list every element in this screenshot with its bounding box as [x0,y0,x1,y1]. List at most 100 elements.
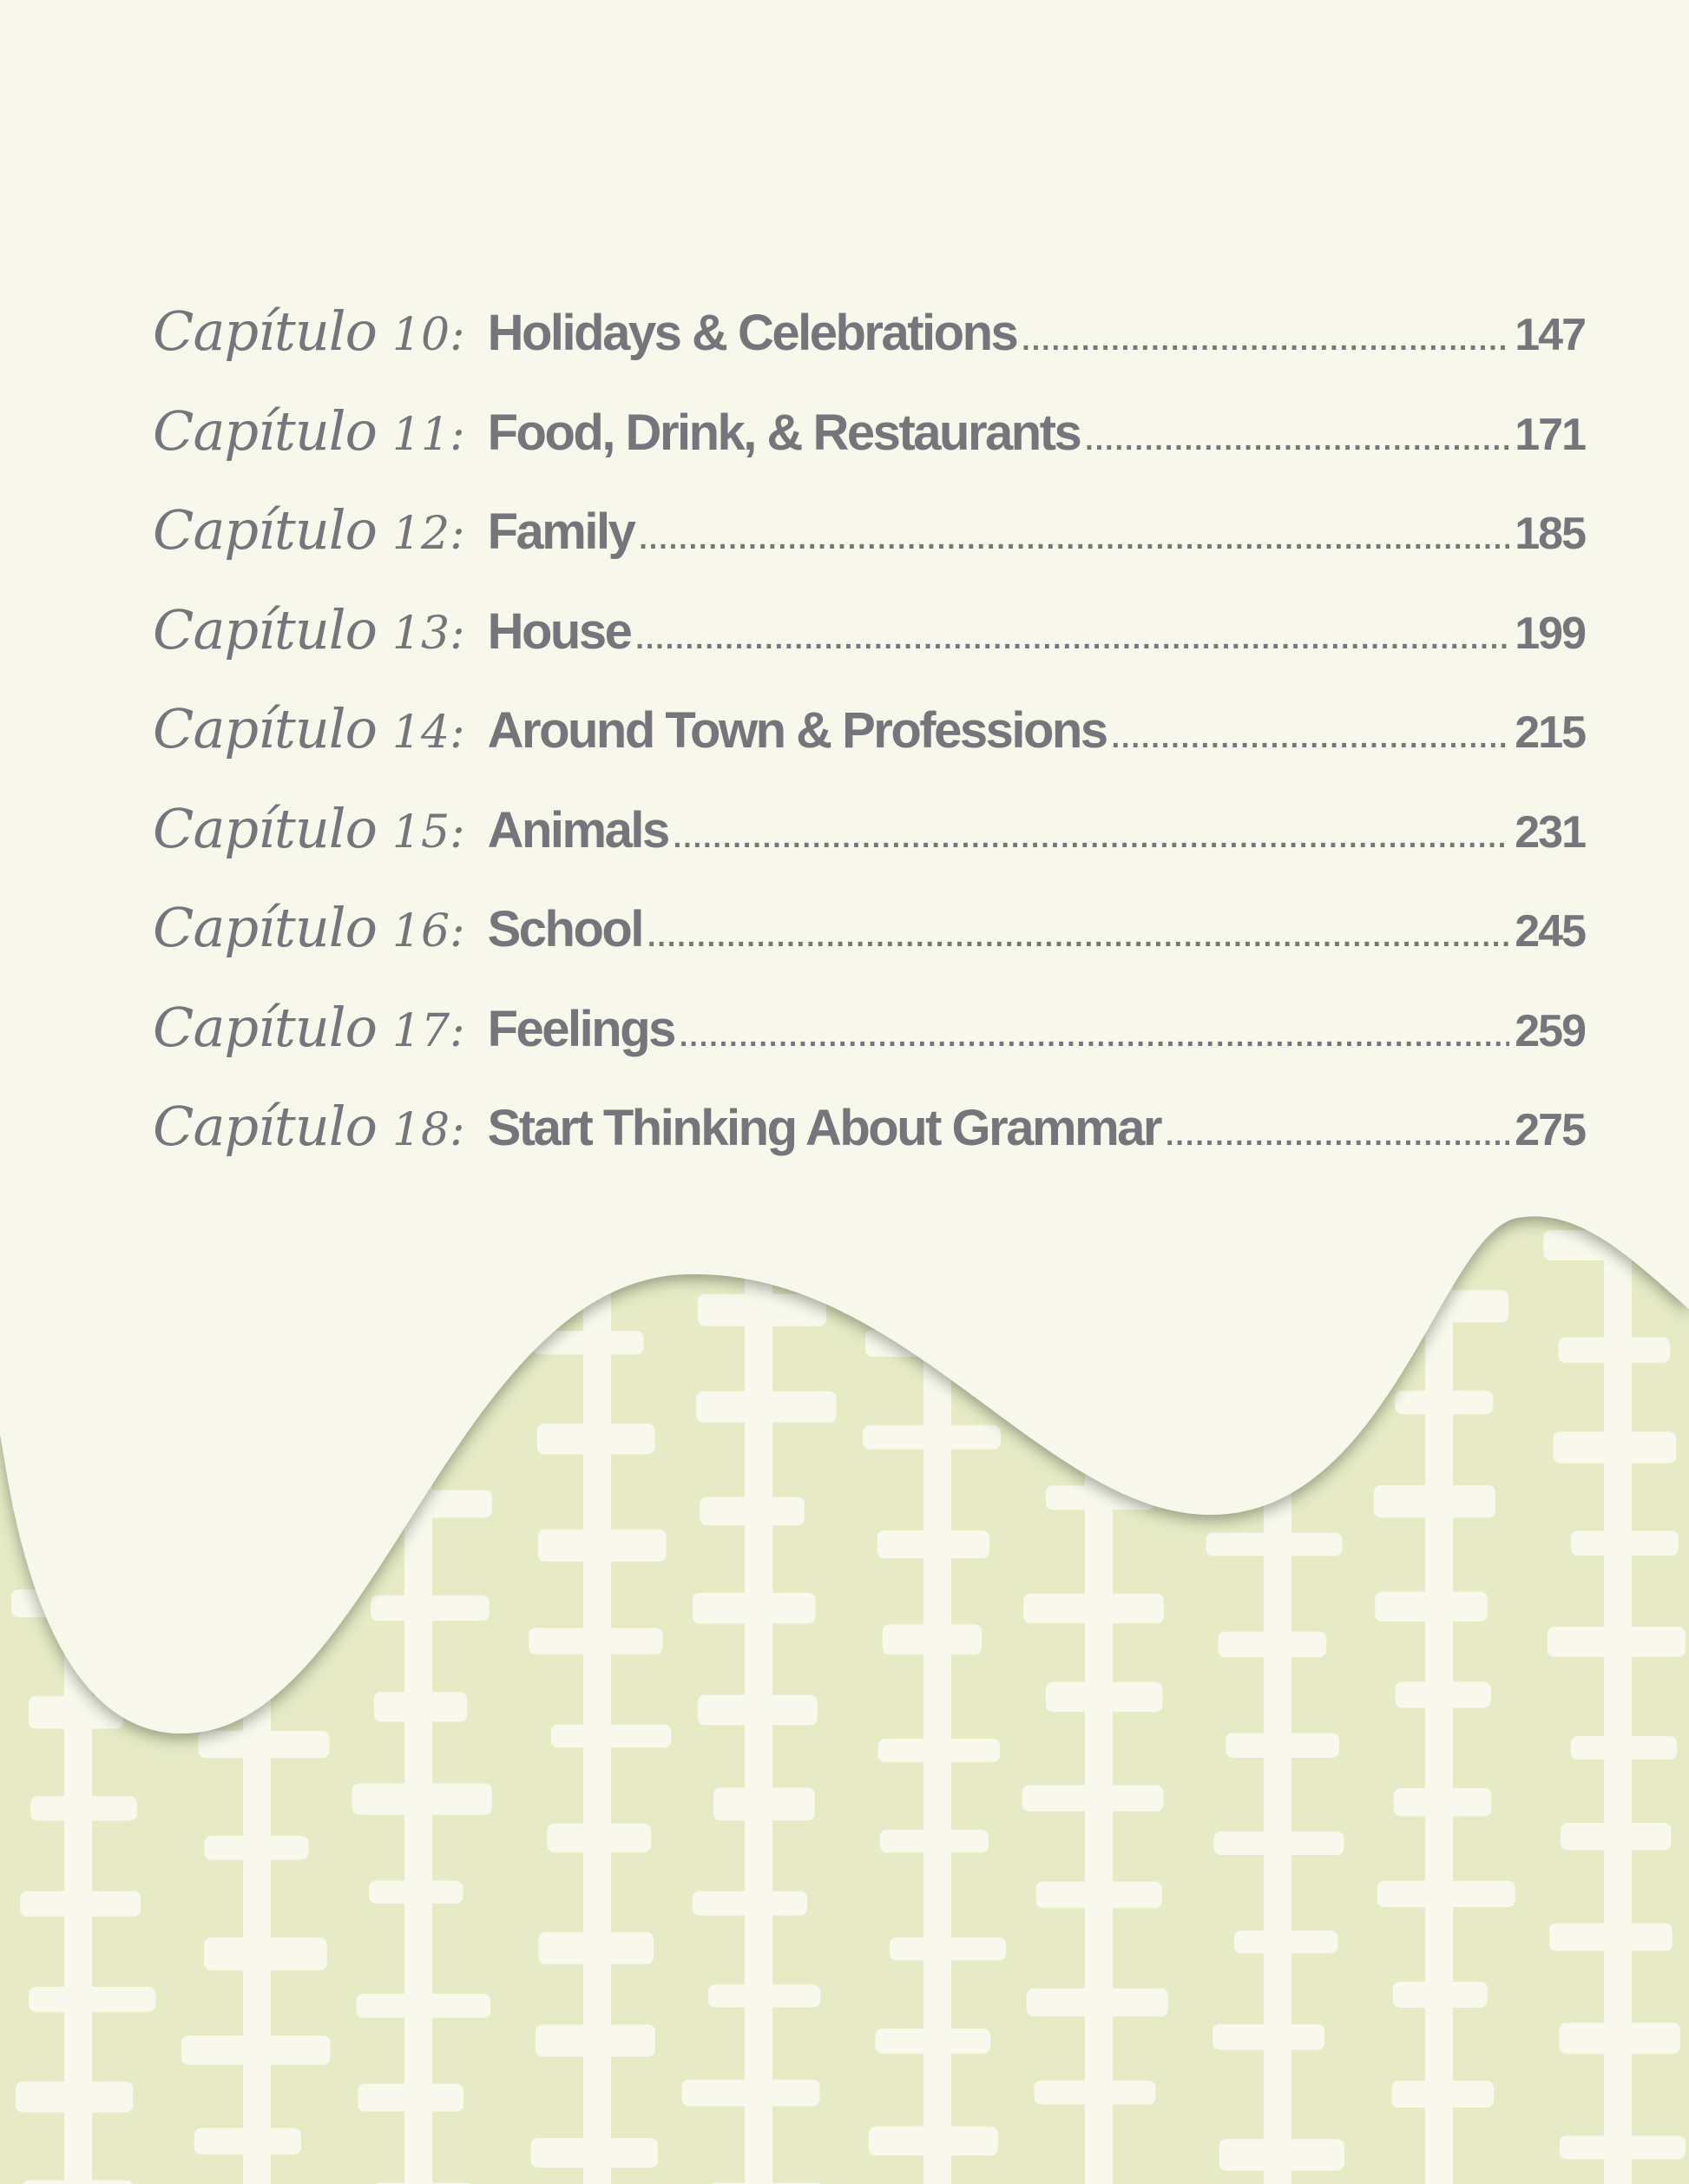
pattern-dash [1391,2081,1495,2108]
pattern-dash [1559,2023,1680,2054]
table-of-contents: Capítulo 10: Holidays & Celebrations......… [153,299,1587,1194]
pattern-stroke [745,1172,772,2184]
chapter-number: 17: [391,1004,465,1057]
chapter-label: Capítulo [153,498,378,562]
chapter-label: Capítulo [153,697,378,760]
chapter-title: Start Thinking About Grammar [487,1100,1163,1156]
pattern-dash [370,1595,490,1622]
chapter-title: School [487,901,645,957]
chapter-label: Capítulo [153,398,378,463]
toc-entry[interactable]: Capítulo 13: House........................… [153,597,1587,698]
pattern-dash [875,2028,991,2054]
pattern-dash [698,1293,827,1326]
chapter-number: 10: [391,309,465,361]
pattern-dash [1553,1431,1677,1464]
pattern-dash [1022,1785,1164,1812]
page-number: 245 [1515,906,1587,957]
toc-entry[interactable]: Capítulo 15: Animals......................… [153,796,1587,897]
toc-entry[interactable]: Capítulo 18: Start Thinking About Grammar.… [153,1095,1587,1194]
pattern-dash [1375,1591,1488,1622]
pattern-dash [1213,1831,1344,1855]
pattern-dash [1392,1981,1488,2008]
pattern-dash [536,1424,655,1455]
chapter-label: Capítulo [153,796,378,860]
chapter-title: Holidays & Celebrations [487,305,1019,361]
chapter-number: 18: [391,1104,465,1156]
toc-entry[interactable]: Capítulo 16: School.......................… [153,896,1587,996]
pattern-dash [1395,1681,1491,1708]
pattern-dash [1045,1681,1163,1713]
pattern-dash [1570,1530,1679,1556]
chapter-label: Capítulo [153,597,378,661]
pattern-dash [1034,2080,1156,2105]
pattern-dash [535,2024,655,2057]
leader-dots: ........................................… [673,820,1509,854]
pattern-dash [356,1993,491,2018]
pattern-dash [1559,2135,1686,2160]
toc-entry[interactable]: Capítulo 17: Feelings.....................… [153,996,1587,1095]
pattern-dash [700,1497,805,1526]
chapter-title: Feelings [487,1000,677,1057]
pattern-dash [692,1593,816,1624]
pattern-dash [198,1731,330,1759]
pattern-dash [181,2035,331,2065]
pattern-dash [537,1529,667,1562]
chapter-title: Around Town & Professions [487,702,1109,759]
pattern-dash [1393,1787,1492,1817]
chapter-number: 14: [391,707,465,759]
page-number: 231 [1515,806,1587,858]
chapter-title: House [487,602,633,660]
toc-entry[interactable]: Capítulo 11: Food, Drink, & Restaurants...… [153,398,1587,499]
pattern-dash [1558,1337,1671,1363]
page-number: 275 [1515,1105,1587,1155]
pattern-dash [1035,1881,1162,1909]
leader-dots: ........................................… [639,523,1509,556]
pattern-dash [374,1692,468,1722]
chapter-title: Family [487,503,636,560]
pattern-dash [550,1724,672,1748]
pattern-dash [1570,1736,1678,1760]
pattern-dash [1233,1931,1338,1954]
chapter-label: Capítulo [153,1095,378,1158]
chapter-number: 12: [391,508,465,560]
pattern-dash [28,1695,124,1729]
leader-dots: ........................................… [679,1019,1509,1053]
pattern-dash [692,1891,808,1916]
pattern-dash [1547,1627,1686,1657]
pattern-dash [713,1787,815,1821]
page-number: 185 [1515,509,1587,559]
pattern-dash [30,1796,137,1821]
toc-entry[interactable]: Capítulo 12: Family.......................… [153,498,1587,598]
toc-entry[interactable]: Capítulo 14: Around Town & Professions....… [153,697,1587,797]
page-number: 215 [1515,707,1587,758]
pattern-dash [877,1739,1001,1763]
leader-dots: ........................................… [1165,1119,1509,1152]
chapter-number: 16: [391,905,465,957]
pattern-dash [204,1937,327,1970]
pattern-dash [1026,1988,1168,2016]
leader-dots: ........................................… [1111,721,1510,754]
toc-entry[interactable]: Capítulo 10: Holidays & Celebrations......… [153,299,1587,399]
pattern-dash [1206,1532,1343,1556]
pattern-dash [1219,2139,1344,2171]
chapter-title: Animals [487,801,671,858]
chapter-label: Capítulo [153,896,378,959]
pattern-dash [194,2128,301,2154]
chapter-label: Capítulo [153,299,378,363]
pattern-dash [369,1880,463,1904]
pattern-dash [1395,1391,1494,1415]
pattern-dash [204,1835,309,1860]
leader-dots: ........................................… [647,920,1510,953]
pattern-dash [1561,1823,1672,1851]
pattern-dash [547,1823,652,1852]
pattern-dash [1213,2023,1324,2050]
chapter-number: 15: [391,806,465,858]
pattern-dash [879,1829,989,1853]
pattern-dash [538,1931,654,1964]
leader-dots: ........................................… [1085,423,1510,457]
pattern-dash [882,1624,983,1655]
pattern-stroke [1425,1172,1453,2184]
pattern-dash [1226,1733,1339,1758]
pattern-dash [352,1783,492,1815]
